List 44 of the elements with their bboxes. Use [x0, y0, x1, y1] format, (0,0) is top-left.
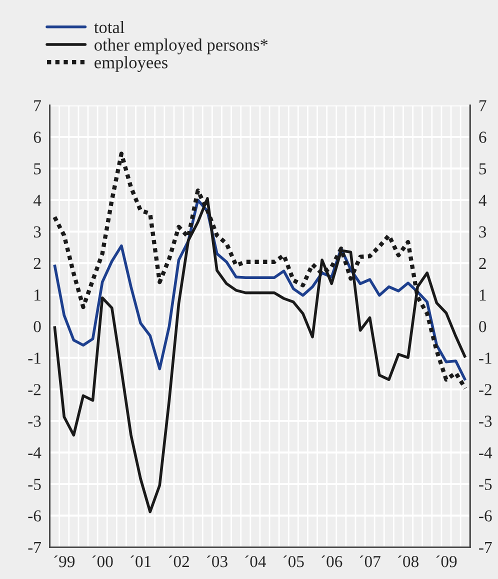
x-tick-label: ´06 [322, 555, 342, 568]
y-tick-label: 4 [33, 194, 42, 206]
y2-tick-label: 6 [479, 132, 486, 143]
y-tick-label: -6 [28, 510, 41, 522]
y-tick-label: -1 [28, 352, 40, 364]
y2-tick-label: -1 [479, 352, 492, 364]
x-tick-label: ´03 [207, 555, 228, 568]
y-tick-label: 7 [34, 100, 41, 112]
y2-tick-label: -6 [479, 510, 492, 522]
x-tick-label: ´04 [245, 555, 266, 568]
x-tick-label: ´07 [360, 555, 380, 568]
x-tick-label: ´05 [284, 555, 304, 568]
y-tick-label: -3 [28, 416, 41, 427]
y-tick-label: 6 [34, 132, 41, 143]
y-tick-label: -4 [28, 447, 42, 458]
y-tick-label: 5 [34, 163, 41, 174]
y2-tick-label: 1 [480, 289, 486, 300]
x-tick-label: ´02 [168, 555, 189, 568]
y-tick-label: 0 [34, 320, 41, 332]
y2-tick-label: 0 [479, 320, 486, 332]
legend-label: total [94, 20, 124, 34]
y-tick-label: -7 [28, 542, 41, 553]
y2-tick-label: -7 [479, 542, 492, 553]
legend-label: employees [94, 56, 168, 72]
y2-tick-label: 3 [479, 226, 486, 238]
y2-tick-label: 2 [479, 258, 486, 269]
x-tick-label: ´08 [398, 555, 418, 568]
y2-tick-label: -5 [479, 478, 492, 490]
x-tick-label: ´09 [436, 555, 457, 568]
y-tick-label: -2 [28, 384, 41, 396]
y2-tick-label: -4 [479, 447, 492, 458]
y-tick-label: 3 [34, 226, 41, 238]
legend-label: other employed persons* [94, 38, 268, 54]
x-tick-label: ´00 [92, 555, 113, 568]
y2-tick-label: 4 [478, 194, 487, 206]
y2-tick-label: 7 [480, 100, 486, 112]
y-tick-label: 2 [34, 258, 41, 269]
y2-tick-label: 5 [479, 163, 486, 174]
y-tick-label: 1 [34, 289, 40, 300]
y2-tick-label: -3 [479, 416, 492, 427]
y-tick-label: -5 [28, 478, 41, 490]
x-tick-label: ´01 [130, 555, 151, 568]
x-tick-label: ´99 [54, 555, 75, 568]
y2-tick-label: -2 [479, 384, 492, 396]
